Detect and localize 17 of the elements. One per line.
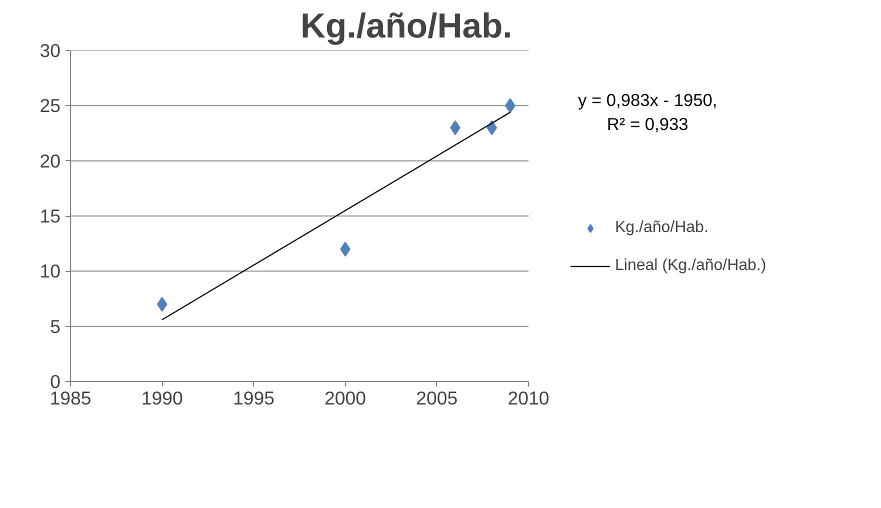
y-tick-label: 10	[40, 260, 61, 282]
x-tick-label: 1990	[141, 388, 183, 408]
y-tick-label: 20	[40, 150, 61, 172]
legend-label: Lineal (Kg./año/Hab.)	[615, 257, 766, 275]
chart-title: Kg./año/Hab.	[300, 8, 512, 46]
x-tick-label: 1995	[232, 388, 274, 408]
y-tick-label: 25	[40, 95, 61, 116]
y-tick-label: 15	[40, 206, 61, 226]
x-tick-label: 2005	[416, 388, 458, 408]
legend-label: Kg./año/Hab.	[615, 219, 708, 237]
y-tick-label: 30	[40, 40, 61, 61]
x-tick-label: 2010	[508, 388, 550, 408]
y-tick-label: 5	[50, 316, 61, 337]
text: y = 0,983x - 1950, R² = 0,933	[578, 90, 718, 134]
point	[486, 120, 498, 136]
point	[156, 296, 168, 312]
x-tick-label: 2000	[324, 388, 366, 408]
